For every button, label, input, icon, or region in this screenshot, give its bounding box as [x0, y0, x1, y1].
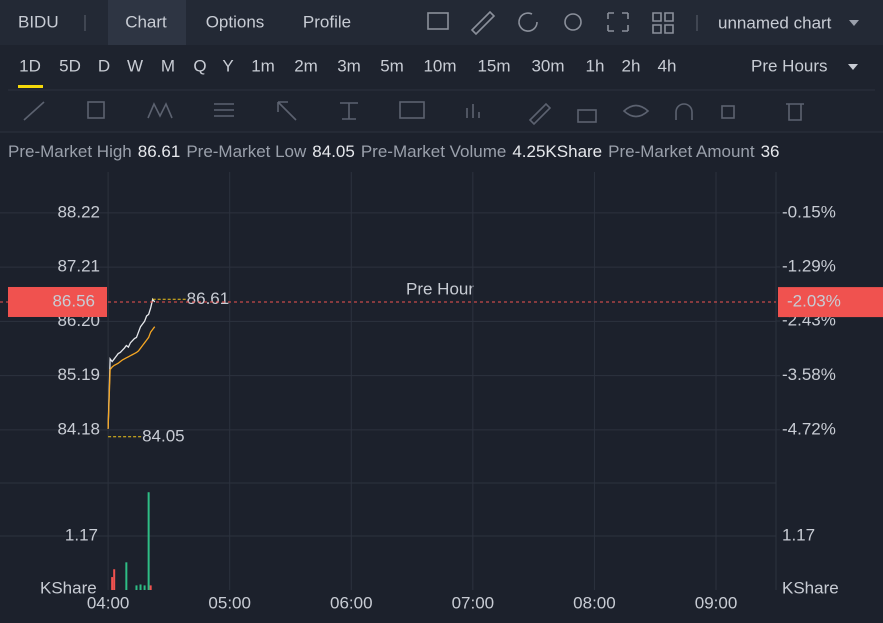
- volume-unit: KShare: [782, 578, 839, 597]
- interval[interactable]: M: [161, 56, 175, 75]
- interval[interactable]: 3m: [337, 56, 361, 75]
- volume-tick-label: 1.17: [782, 526, 815, 545]
- chart-name[interactable]: unnamed chart: [718, 13, 832, 32]
- interval[interactable]: 30m: [531, 56, 564, 75]
- watermark: Pre Hour: [406, 279, 474, 298]
- y-tick-label: 84.18: [57, 419, 100, 438]
- tool[interactable]: [214, 103, 234, 117]
- tool[interactable]: [23, 101, 45, 121]
- y2-tick-label: -0.15%: [782, 202, 836, 221]
- y-tick-label: 87.21: [57, 257, 100, 276]
- volume-unit: KShare: [40, 578, 97, 597]
- active-tab-bg: [108, 0, 186, 45]
- tool[interactable]: [675, 103, 693, 120]
- interval[interactable]: 15m: [477, 56, 510, 75]
- tool[interactable]: [577, 109, 597, 123]
- icon[interactable]: [564, 13, 582, 31]
- volume-bar: [135, 585, 138, 590]
- caret: [848, 64, 858, 70]
- active-underline: [18, 85, 43, 88]
- last-price-badge: [8, 286, 107, 317]
- tool[interactable]: [399, 101, 425, 119]
- caret: [849, 20, 859, 26]
- info-bar: Pre-Market High 86.61 Pre-Market Low 84.05 P…: [8, 142, 780, 161]
- interval-bar: [0, 45, 883, 88]
- price-line: [107, 297, 156, 429]
- last-pct-badge: [778, 287, 883, 318]
- interval[interactable]: 2h: [622, 56, 641, 75]
- last-price-label: 86.56: [52, 291, 95, 310]
- tool[interactable]: [622, 104, 650, 118]
- interval[interactable]: Q: [193, 56, 206, 75]
- icon[interactable]: [427, 12, 449, 30]
- volume-bar: [147, 492, 150, 590]
- tab[interactable]: Options: [206, 12, 265, 31]
- interval[interactable]: 10m: [423, 56, 456, 75]
- interval[interactable]: W: [127, 56, 143, 75]
- price-line: [107, 326, 156, 429]
- tool[interactable]: [528, 102, 552, 126]
- x-tick-label: 06:00: [330, 593, 373, 612]
- y2-tick-label: -3.58%: [782, 365, 836, 384]
- x-tick-label: 05:00: [208, 593, 251, 612]
- info-label: Pre-Market Low: [186, 142, 307, 161]
- x-tick-label: 07:00: [452, 593, 495, 612]
- interval[interactable]: 1h: [586, 56, 605, 75]
- high-label: 86.61: [187, 289, 230, 308]
- interval[interactable]: Y: [222, 56, 233, 75]
- interval[interactable]: D: [98, 56, 110, 75]
- low-label: 84.05: [142, 426, 185, 445]
- tool[interactable]: [466, 104, 480, 118]
- volume-bar: [113, 569, 116, 590]
- volume-tick-label: 1.17: [65, 526, 98, 545]
- x-tick-label: 09:00: [695, 593, 738, 612]
- tool[interactable]: [87, 101, 105, 119]
- y-tick-label: 88.22: [57, 202, 100, 221]
- icon[interactable]: [470, 10, 496, 36]
- info-value: 86.61: [138, 142, 181, 161]
- volume-bar: [143, 585, 146, 590]
- info-value: 4.25KShare: [512, 142, 602, 161]
- interval[interactable]: 1D: [19, 56, 41, 75]
- session-select[interactable]: Pre Hours: [751, 56, 828, 75]
- x-tick-label: 04:00: [87, 593, 130, 612]
- y-tick-label: 85.19: [57, 365, 100, 384]
- drawing-tools: [23, 101, 804, 126]
- volume-bar: [125, 562, 128, 590]
- info-label: Pre-Market Volume: [361, 142, 507, 161]
- tab[interactable]: Profile: [303, 12, 351, 31]
- interval[interactable]: 5D: [59, 56, 81, 75]
- volume-bar: [111, 577, 114, 590]
- icon[interactable]: [652, 12, 674, 34]
- interval-list: 1D 5D D W M Q Y 1m 2m 3m 5m 10m 15m 30m 1h 2h 4h: [18, 56, 676, 88]
- icon[interactable]: [518, 12, 538, 32]
- chart: Pre Hour 04:00 05:00 06:00 07:00 08:00 09:00 8…: [0, 172, 883, 612]
- x-tick-label: 08:00: [573, 593, 616, 612]
- volume-bar: [139, 584, 142, 590]
- interval[interactable]: 1m: [251, 56, 275, 75]
- tool[interactable]: [721, 105, 735, 119]
- icon[interactable]: [607, 12, 629, 32]
- tool[interactable]: [786, 103, 804, 121]
- last-pct-label: -2.03%: [787, 292, 841, 311]
- info-value: 36: [761, 142, 780, 161]
- tool[interactable]: [277, 101, 297, 121]
- tools-bar: [0, 88, 883, 132]
- y2-tick-label: -1.29%: [782, 256, 836, 275]
- y2-tick-label: -4.72%: [782, 419, 836, 438]
- symbol[interactable]: BIDU: [18, 12, 59, 31]
- tab[interactable]: Chart: [125, 12, 167, 31]
- header-icons: [427, 10, 674, 36]
- volume-bar: [149, 585, 152, 590]
- info-label: Pre-Market High: [8, 142, 132, 161]
- tool[interactable]: [340, 102, 358, 120]
- info-value: 84.05: [312, 142, 355, 161]
- interval[interactable]: 5m: [380, 56, 404, 75]
- info-label: Pre-Market Amount: [608, 142, 755, 161]
- interval[interactable]: 4h: [658, 56, 677, 75]
- tool[interactable]: [147, 102, 173, 119]
- interval[interactable]: 2m: [294, 56, 318, 75]
